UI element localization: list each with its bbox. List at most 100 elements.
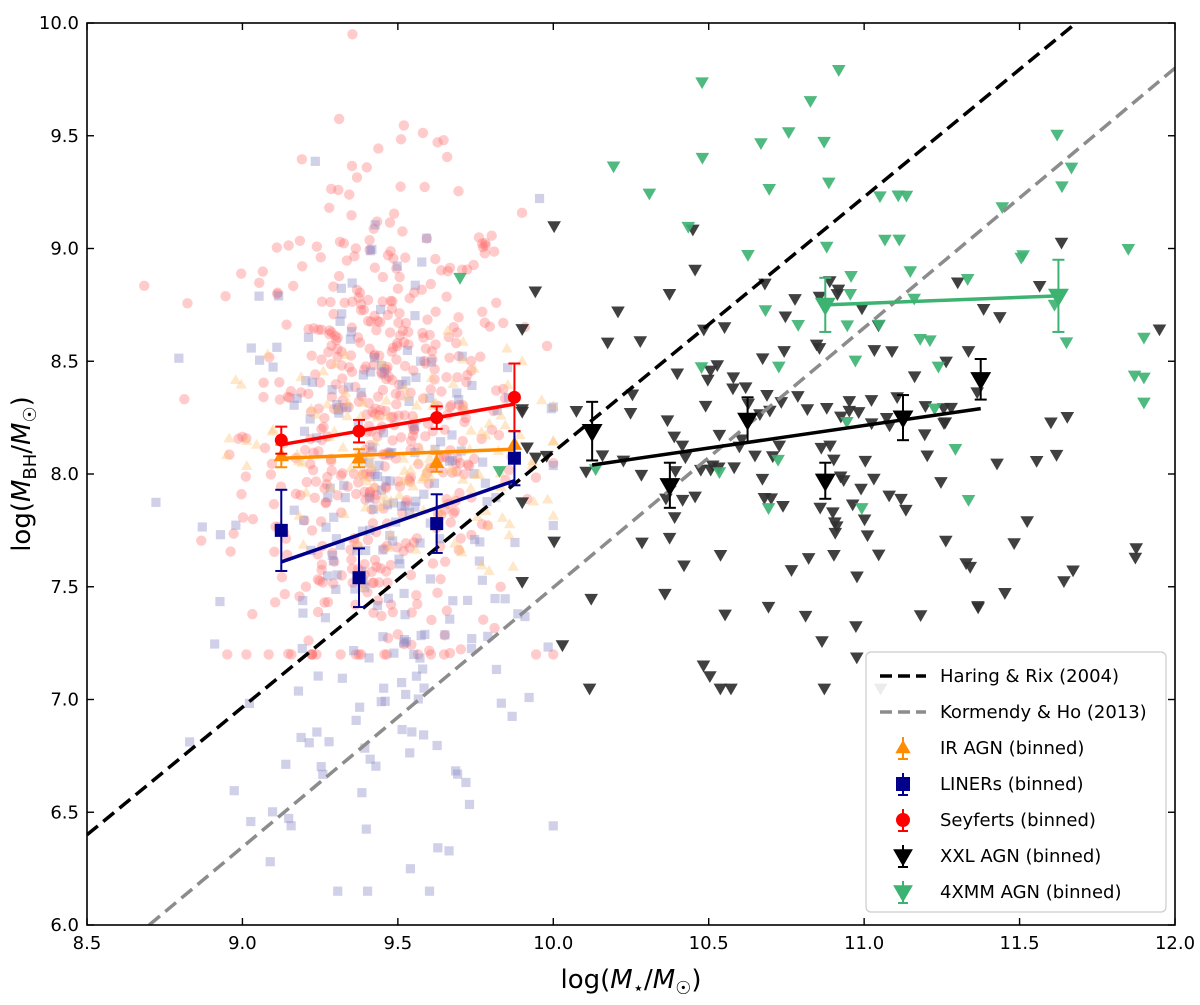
point	[477, 575, 487, 585]
point	[337, 309, 347, 319]
points-liners	[151, 156, 558, 896]
point	[321, 398, 334, 409]
point	[336, 283, 346, 293]
individual-points	[139, 29, 1167, 896]
y-tick-label: 10.0	[39, 13, 79, 34]
point	[777, 346, 791, 358]
point	[364, 458, 377, 468]
point	[1137, 332, 1151, 345]
point	[364, 486, 376, 497]
point	[395, 432, 407, 443]
point	[263, 649, 274, 660]
point	[361, 409, 372, 420]
point	[387, 296, 398, 307]
point	[758, 305, 773, 318]
point	[456, 264, 468, 275]
point	[913, 610, 928, 622]
point	[995, 202, 1010, 215]
point	[351, 715, 361, 725]
point	[366, 504, 378, 515]
point	[761, 503, 776, 515]
binned-point	[429, 454, 445, 468]
point	[325, 296, 336, 308]
point	[892, 234, 907, 247]
point	[335, 316, 345, 326]
point	[337, 402, 348, 414]
point	[801, 553, 816, 565]
point	[961, 494, 976, 507]
point	[351, 172, 363, 183]
point	[412, 442, 424, 454]
point	[440, 630, 450, 640]
point	[717, 322, 732, 334]
point	[448, 322, 459, 333]
point	[486, 230, 497, 241]
point	[812, 291, 827, 304]
point	[393, 379, 405, 391]
point	[849, 621, 863, 633]
point	[491, 664, 502, 675]
point	[387, 411, 399, 422]
point	[499, 419, 512, 430]
point	[700, 374, 715, 387]
point	[479, 317, 490, 328]
point	[515, 324, 530, 336]
point	[225, 546, 236, 557]
point	[215, 530, 226, 540]
point	[320, 497, 332, 508]
point	[391, 340, 403, 352]
point	[303, 388, 314, 399]
point	[418, 730, 429, 740]
point	[339, 386, 352, 397]
point	[236, 489, 247, 500]
point	[359, 559, 370, 570]
point	[361, 162, 373, 173]
point	[352, 332, 364, 343]
point	[432, 587, 443, 599]
point	[495, 409, 507, 420]
y-tick-label: 8.0	[50, 464, 79, 485]
point	[678, 452, 693, 465]
point	[329, 403, 340, 415]
point	[455, 533, 466, 544]
point	[387, 374, 398, 386]
legend-label: Kormendy & Ho (2013)	[940, 702, 1147, 723]
point	[445, 517, 456, 528]
point	[392, 261, 402, 271]
point	[271, 242, 283, 253]
point	[384, 217, 396, 228]
point	[354, 287, 366, 298]
point	[307, 377, 317, 387]
point	[350, 243, 362, 254]
legend-item-liners-binned: LINERs (binned)	[896, 773, 1084, 796]
point	[385, 246, 396, 257]
point	[541, 340, 553, 352]
point	[516, 207, 528, 219]
series-seyferts-binned	[274, 362, 521, 455]
point	[444, 647, 456, 659]
point	[927, 403, 942, 416]
point	[426, 346, 438, 357]
point	[463, 595, 473, 606]
point	[314, 575, 325, 587]
point	[383, 371, 394, 382]
point	[425, 384, 437, 395]
point	[501, 342, 513, 353]
point	[1129, 543, 1144, 555]
point	[453, 351, 465, 362]
point	[391, 399, 402, 410]
point	[403, 339, 414, 350]
point	[503, 518, 516, 529]
point	[688, 491, 702, 504]
point	[365, 439, 376, 451]
point	[403, 474, 415, 485]
point	[392, 338, 403, 349]
point	[313, 671, 323, 681]
point	[379, 461, 390, 472]
point	[372, 600, 383, 611]
binned-series	[273, 258, 1069, 609]
point	[667, 512, 682, 525]
point	[295, 371, 307, 382]
point	[840, 416, 854, 429]
point	[878, 234, 892, 247]
